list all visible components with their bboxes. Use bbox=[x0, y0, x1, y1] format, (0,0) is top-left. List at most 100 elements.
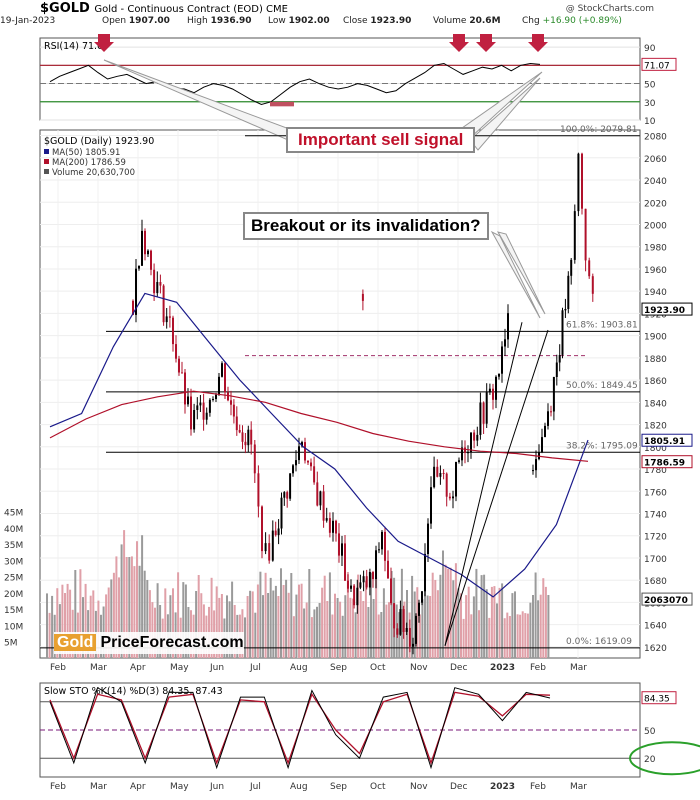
volume-bar bbox=[375, 577, 378, 658]
volume-bar bbox=[308, 569, 311, 658]
candle-body bbox=[430, 487, 432, 524]
volume-bar bbox=[377, 614, 380, 658]
volume-bar bbox=[496, 603, 498, 658]
candle-body bbox=[250, 429, 253, 445]
volume-tick-label: 15M bbox=[4, 606, 23, 616]
sto-x-tick-label: Feb bbox=[50, 782, 66, 792]
volume-bar bbox=[349, 597, 352, 658]
sto-x-tick-label: Mar bbox=[570, 782, 587, 792]
volume-tick-label: 40M bbox=[4, 525, 23, 535]
volume-bar bbox=[400, 568, 403, 658]
candle-body bbox=[289, 473, 292, 499]
candle-body bbox=[347, 580, 349, 589]
fib-label: 100.0%: 2079.81 bbox=[560, 125, 637, 135]
volume-bar bbox=[177, 572, 180, 658]
volume-tick-label: 35M bbox=[4, 541, 23, 551]
candle-body bbox=[390, 578, 392, 604]
volume-bar bbox=[424, 579, 426, 658]
candle-body bbox=[344, 543, 346, 581]
candle-body bbox=[202, 402, 205, 420]
fib-label: 50.0%: 1849.45 bbox=[566, 381, 638, 391]
candle-body bbox=[581, 153, 583, 209]
candle-body bbox=[280, 497, 283, 529]
candle-body bbox=[387, 560, 389, 579]
volume-bar bbox=[280, 568, 282, 658]
volume-bar bbox=[228, 601, 231, 658]
candle-body bbox=[184, 372, 186, 405]
price-tick-label: 1780 bbox=[644, 466, 667, 476]
x-tick-label: May bbox=[170, 663, 189, 673]
candle-body bbox=[488, 388, 491, 393]
volume-bar bbox=[202, 604, 205, 658]
volume-bar bbox=[485, 589, 488, 658]
candle-body bbox=[550, 411, 552, 413]
volume-bar bbox=[429, 596, 432, 658]
legend-swatch bbox=[44, 169, 49, 174]
volume-bar bbox=[388, 602, 390, 658]
candle-body bbox=[159, 282, 162, 286]
price-tick-label: 1760 bbox=[644, 488, 667, 498]
candle-body bbox=[150, 250, 152, 270]
candle-body bbox=[224, 363, 226, 393]
sto-x-tick-label: May bbox=[170, 782, 189, 792]
sto-x-tick-label: Jun bbox=[209, 782, 224, 792]
volume-bar bbox=[537, 600, 540, 658]
sto-x-tick-label: Oct bbox=[370, 782, 386, 792]
volume-bar bbox=[313, 609, 316, 658]
sto-x-tick-label: Jul bbox=[249, 782, 261, 792]
volume-bar bbox=[277, 596, 280, 658]
volume-bar bbox=[421, 599, 424, 658]
candle-body bbox=[381, 531, 383, 550]
volume-bar bbox=[519, 614, 522, 658]
sto-title: Slow STO %K(14) %D(3) 84.35, 87.43 bbox=[44, 686, 223, 697]
candle-body bbox=[368, 572, 371, 588]
breakout-callout-pointer bbox=[490, 230, 541, 319]
x-tick-label: Sep bbox=[330, 663, 347, 673]
volume-bar bbox=[382, 588, 385, 658]
volume-bar bbox=[480, 575, 483, 658]
price-badge: 2063070 bbox=[644, 596, 688, 606]
volume-bar bbox=[58, 604, 61, 658]
volume-bar bbox=[210, 577, 213, 658]
volume-bar bbox=[46, 593, 48, 658]
ma50-line bbox=[49, 292, 589, 598]
volume-bar bbox=[123, 530, 126, 658]
candle-body bbox=[232, 404, 235, 417]
candle-body bbox=[218, 376, 220, 395]
chart-title: $GOLD Gold - Continuous Contract (EOD) C… bbox=[40, 1, 288, 16]
volume-bar bbox=[529, 602, 532, 658]
volume-bar bbox=[372, 599, 375, 658]
volume-bar bbox=[285, 579, 288, 658]
volume-bar bbox=[344, 595, 347, 658]
price-badge-box bbox=[641, 592, 693, 606]
sto-x-tick-label: Dec bbox=[450, 782, 467, 792]
candle-body bbox=[433, 466, 436, 488]
open-value: 1907.00 bbox=[128, 16, 170, 26]
candle-body bbox=[215, 394, 217, 399]
volume-bar bbox=[128, 557, 131, 658]
candle-body bbox=[199, 402, 202, 406]
candle-body bbox=[196, 405, 199, 410]
candle-body bbox=[350, 585, 352, 589]
candle-body bbox=[504, 339, 506, 347]
candle-body bbox=[408, 628, 411, 647]
candle-body bbox=[455, 461, 457, 497]
volume-bar bbox=[341, 615, 344, 658]
volume-bar bbox=[251, 591, 254, 658]
volume-bar bbox=[110, 579, 113, 658]
volume-bar bbox=[97, 600, 100, 658]
candle-body bbox=[552, 377, 555, 412]
sto-x-tick-label: Sep bbox=[330, 782, 347, 792]
candle-body bbox=[274, 530, 277, 536]
rsi-tick-label: 90 bbox=[644, 44, 656, 54]
candle-body bbox=[372, 572, 374, 580]
price-tick-label: 1640 bbox=[644, 622, 667, 632]
candle-body bbox=[464, 447, 466, 453]
candle-body bbox=[544, 425, 546, 438]
volume-bar bbox=[475, 568, 478, 658]
candle-body bbox=[436, 466, 439, 477]
volume-bar bbox=[151, 602, 154, 658]
candle-body bbox=[165, 316, 168, 323]
candle-body bbox=[301, 442, 303, 447]
candle-body bbox=[402, 609, 405, 632]
